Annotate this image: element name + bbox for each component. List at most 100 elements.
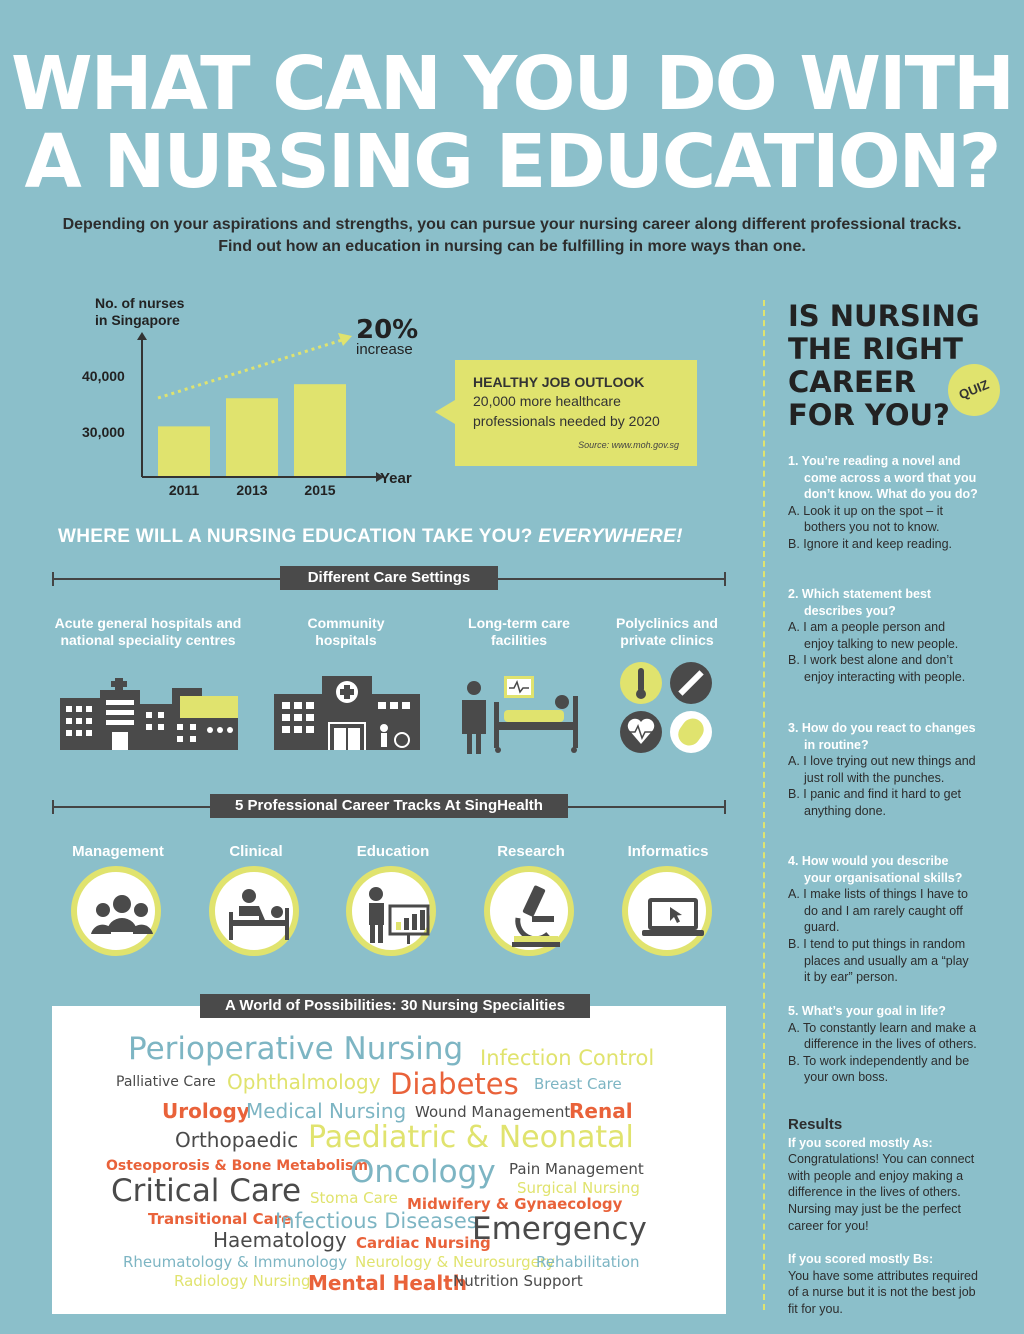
- y-axis-label-line-2: in Singapore: [95, 312, 180, 328]
- track-circle-clinical: [209, 866, 299, 956]
- track-label-research: Research: [497, 843, 565, 860]
- presenter-chart-icon: [369, 887, 430, 944]
- question-text: 4. How would you describe your organisat…: [788, 854, 963, 885]
- x-axis-label: Year: [380, 470, 412, 487]
- y-axis-arrow: [137, 332, 147, 340]
- increase-text: increase: [356, 341, 413, 358]
- career-tracks-heading: 5 Professional Career Tracks At SingHeal…: [210, 794, 568, 818]
- speciality-word: Radiology Nursing: [174, 1272, 311, 1290]
- quiz-question-2: 2. Which statement best describes you? A…: [788, 586, 978, 686]
- care-label-long-term: Long-term care facilities: [468, 615, 570, 648]
- results-heading: Results: [788, 1116, 843, 1133]
- track-circle-research: [484, 866, 574, 956]
- speciality-word: Transitional Care: [148, 1210, 292, 1228]
- intro-line-1: Depending on your aspirations and streng…: [62, 216, 962, 233]
- quiz-question-3: 3. How do you react to changes in routin…: [788, 720, 978, 820]
- track-label-management: Management: [72, 843, 164, 860]
- answer-a: A. Look it up on the spot – it bothers y…: [788, 503, 943, 535]
- nurses-chart: No. of nurses in Singapore 40,000 30,000 201…: [60, 290, 440, 510]
- where-emphasis: EVERYWHERE!: [538, 526, 683, 547]
- result-b-title: If you scored mostly Bs:: [788, 1252, 934, 1267]
- track-label-informatics: Informatics: [627, 843, 709, 860]
- clinic-icons: [620, 662, 712, 753]
- result-a-title: If you scored mostly As:: [788, 1135, 933, 1150]
- speciality-word: Stoma Care: [310, 1189, 398, 1207]
- x-tick-label: 2015: [304, 482, 335, 498]
- speciality-word: Neurology & Neurosurgery: [355, 1253, 555, 1271]
- result-b-text: You have some attributes required of a n…: [788, 1268, 978, 1316]
- outlook-source: Source: www.moh.gov.sg: [578, 440, 679, 450]
- speciality-word: Surgical Nursing: [517, 1179, 640, 1197]
- y-axis-label-line-1: No. of nurses: [95, 295, 185, 311]
- outlook-title: HEALTHY JOB OUTLOOK: [473, 374, 645, 390]
- speciality-word: Orthopaedic: [175, 1128, 299, 1152]
- care-settings-heading: Different Care Settings: [280, 566, 498, 590]
- answer-a: A. I love trying out new things and just…: [788, 754, 976, 785]
- answer-b: B. I tend to put things in random places…: [788, 936, 969, 985]
- outlook-line-2: professionals needed by 2020: [473, 413, 660, 429]
- answer-b: B. I work best alone and don’t enjoy int…: [788, 653, 966, 684]
- speciality-word: Mental Health: [308, 1271, 468, 1295]
- where-text: WHERE WILL A NURSING EDUCATION TAKE YOU?: [58, 526, 533, 547]
- speciality-word: Medical Nursing: [246, 1099, 407, 1123]
- speciality-word: Renal: [569, 1099, 633, 1123]
- laptop-cursor-icon: [642, 898, 704, 936]
- speciality-word: Ophthalmology: [227, 1070, 381, 1094]
- question-text: 3. How do you react to changes in routin…: [788, 721, 976, 752]
- nurse-patient-icon: [229, 889, 289, 940]
- specialities-heading: A World of Possibilities: 30 Nursing Spe…: [200, 994, 590, 1018]
- answer-a: A. To constantly learn and make a differ…: [788, 1020, 977, 1052]
- bar-2013: [226, 398, 278, 476]
- quiz-question-5: 5. What’s your goal in life? A. To const…: [788, 1003, 978, 1086]
- where-heading: WHERE WILL A NURSING EDUCATION TAKE YOU?…: [58, 526, 683, 548]
- quiz-title-line-2: THE RIGHT: [788, 332, 963, 366]
- quiz-title-line-1: IS NURSING: [788, 299, 980, 333]
- quiz-title: IS NURSING THE RIGHT CAREER FOR YOU?: [788, 300, 980, 432]
- community-hospital-icon: [274, 676, 420, 750]
- specialities-word-cloud: Perioperative Nursing Infection Control Pa…: [52, 1006, 726, 1314]
- speciality-word: Urology: [162, 1099, 250, 1123]
- x-axis-arrow: [376, 472, 384, 482]
- quiz-title-line-3: CAREER: [788, 365, 917, 399]
- speciality-word: Emergency: [472, 1211, 647, 1247]
- microscope-icon: [512, 885, 560, 947]
- speciality-word: Rehabilitation: [536, 1253, 640, 1271]
- trend-arrow-head: [338, 333, 352, 346]
- answer-b: B. I panic and find it hard to get anyth…: [788, 787, 962, 818]
- answer-b: B. To work independently and be your own…: [788, 1053, 970, 1085]
- question-text: 2. Which statement best describes you?: [788, 587, 932, 618]
- speciality-word: Breast Care: [534, 1075, 622, 1093]
- people-group-icon: [91, 895, 153, 934]
- speciality-word: Cardiac Nursing: [356, 1234, 491, 1252]
- care-label-community: Community hospitals: [307, 615, 385, 648]
- care-label-polyclinics: Polyclinics and private clinics: [616, 615, 718, 648]
- speciality-word: Diabetes: [390, 1067, 519, 1101]
- track-circle-informatics: [622, 866, 712, 956]
- care-bed-icon: [462, 676, 578, 754]
- job-outlook-bubble: HEALTHY JOB OUTLOOK 20,000 more healthca…: [435, 360, 697, 466]
- x-tick-label: 2011: [169, 482, 200, 498]
- result-a-text: Congratulations! You can connect with pe…: [788, 1152, 975, 1233]
- speciality-word: Critical Care: [111, 1173, 302, 1209]
- y-tick-label: 40,000: [82, 368, 125, 384]
- speciality-word: Oncology: [350, 1154, 496, 1190]
- headline-line-1: WHAT CAN YOU DO WITH: [11, 41, 1015, 127]
- track-circle-education: [346, 866, 436, 956]
- speciality-word: Infection Control: [480, 1046, 655, 1070]
- headline-line-2: A NURSING EDUCATION?: [24, 119, 1002, 205]
- speciality-word: Pain Management: [509, 1160, 644, 1178]
- answer-b: B. Ignore it and keep reading.: [788, 536, 953, 551]
- quiz-results: Results If you scored mostly As: Congrat…: [788, 1116, 978, 1318]
- speciality-word: Infectious Diseases: [275, 1209, 478, 1233]
- quiz-question-4: 4. How would you describe your organisat…: [788, 853, 978, 986]
- y-tick-label: 30,000: [82, 424, 125, 440]
- answer-a: A. I am a people person and enjoy talkin…: [788, 620, 959, 651]
- bar-2011: [158, 426, 210, 476]
- quiz-question-1: 1. You’re reading a novel and come acros…: [788, 453, 978, 553]
- track-label-education: Education: [356, 843, 430, 860]
- speciality-word: Nutrition Support: [453, 1272, 583, 1290]
- x-tick-label: 2013: [236, 482, 267, 498]
- quiz-title-line-4: FOR YOU?: [788, 398, 950, 432]
- main-headline: WHAT CAN YOU DO WITH A NURSING EDUCATION…: [0, 45, 1024, 201]
